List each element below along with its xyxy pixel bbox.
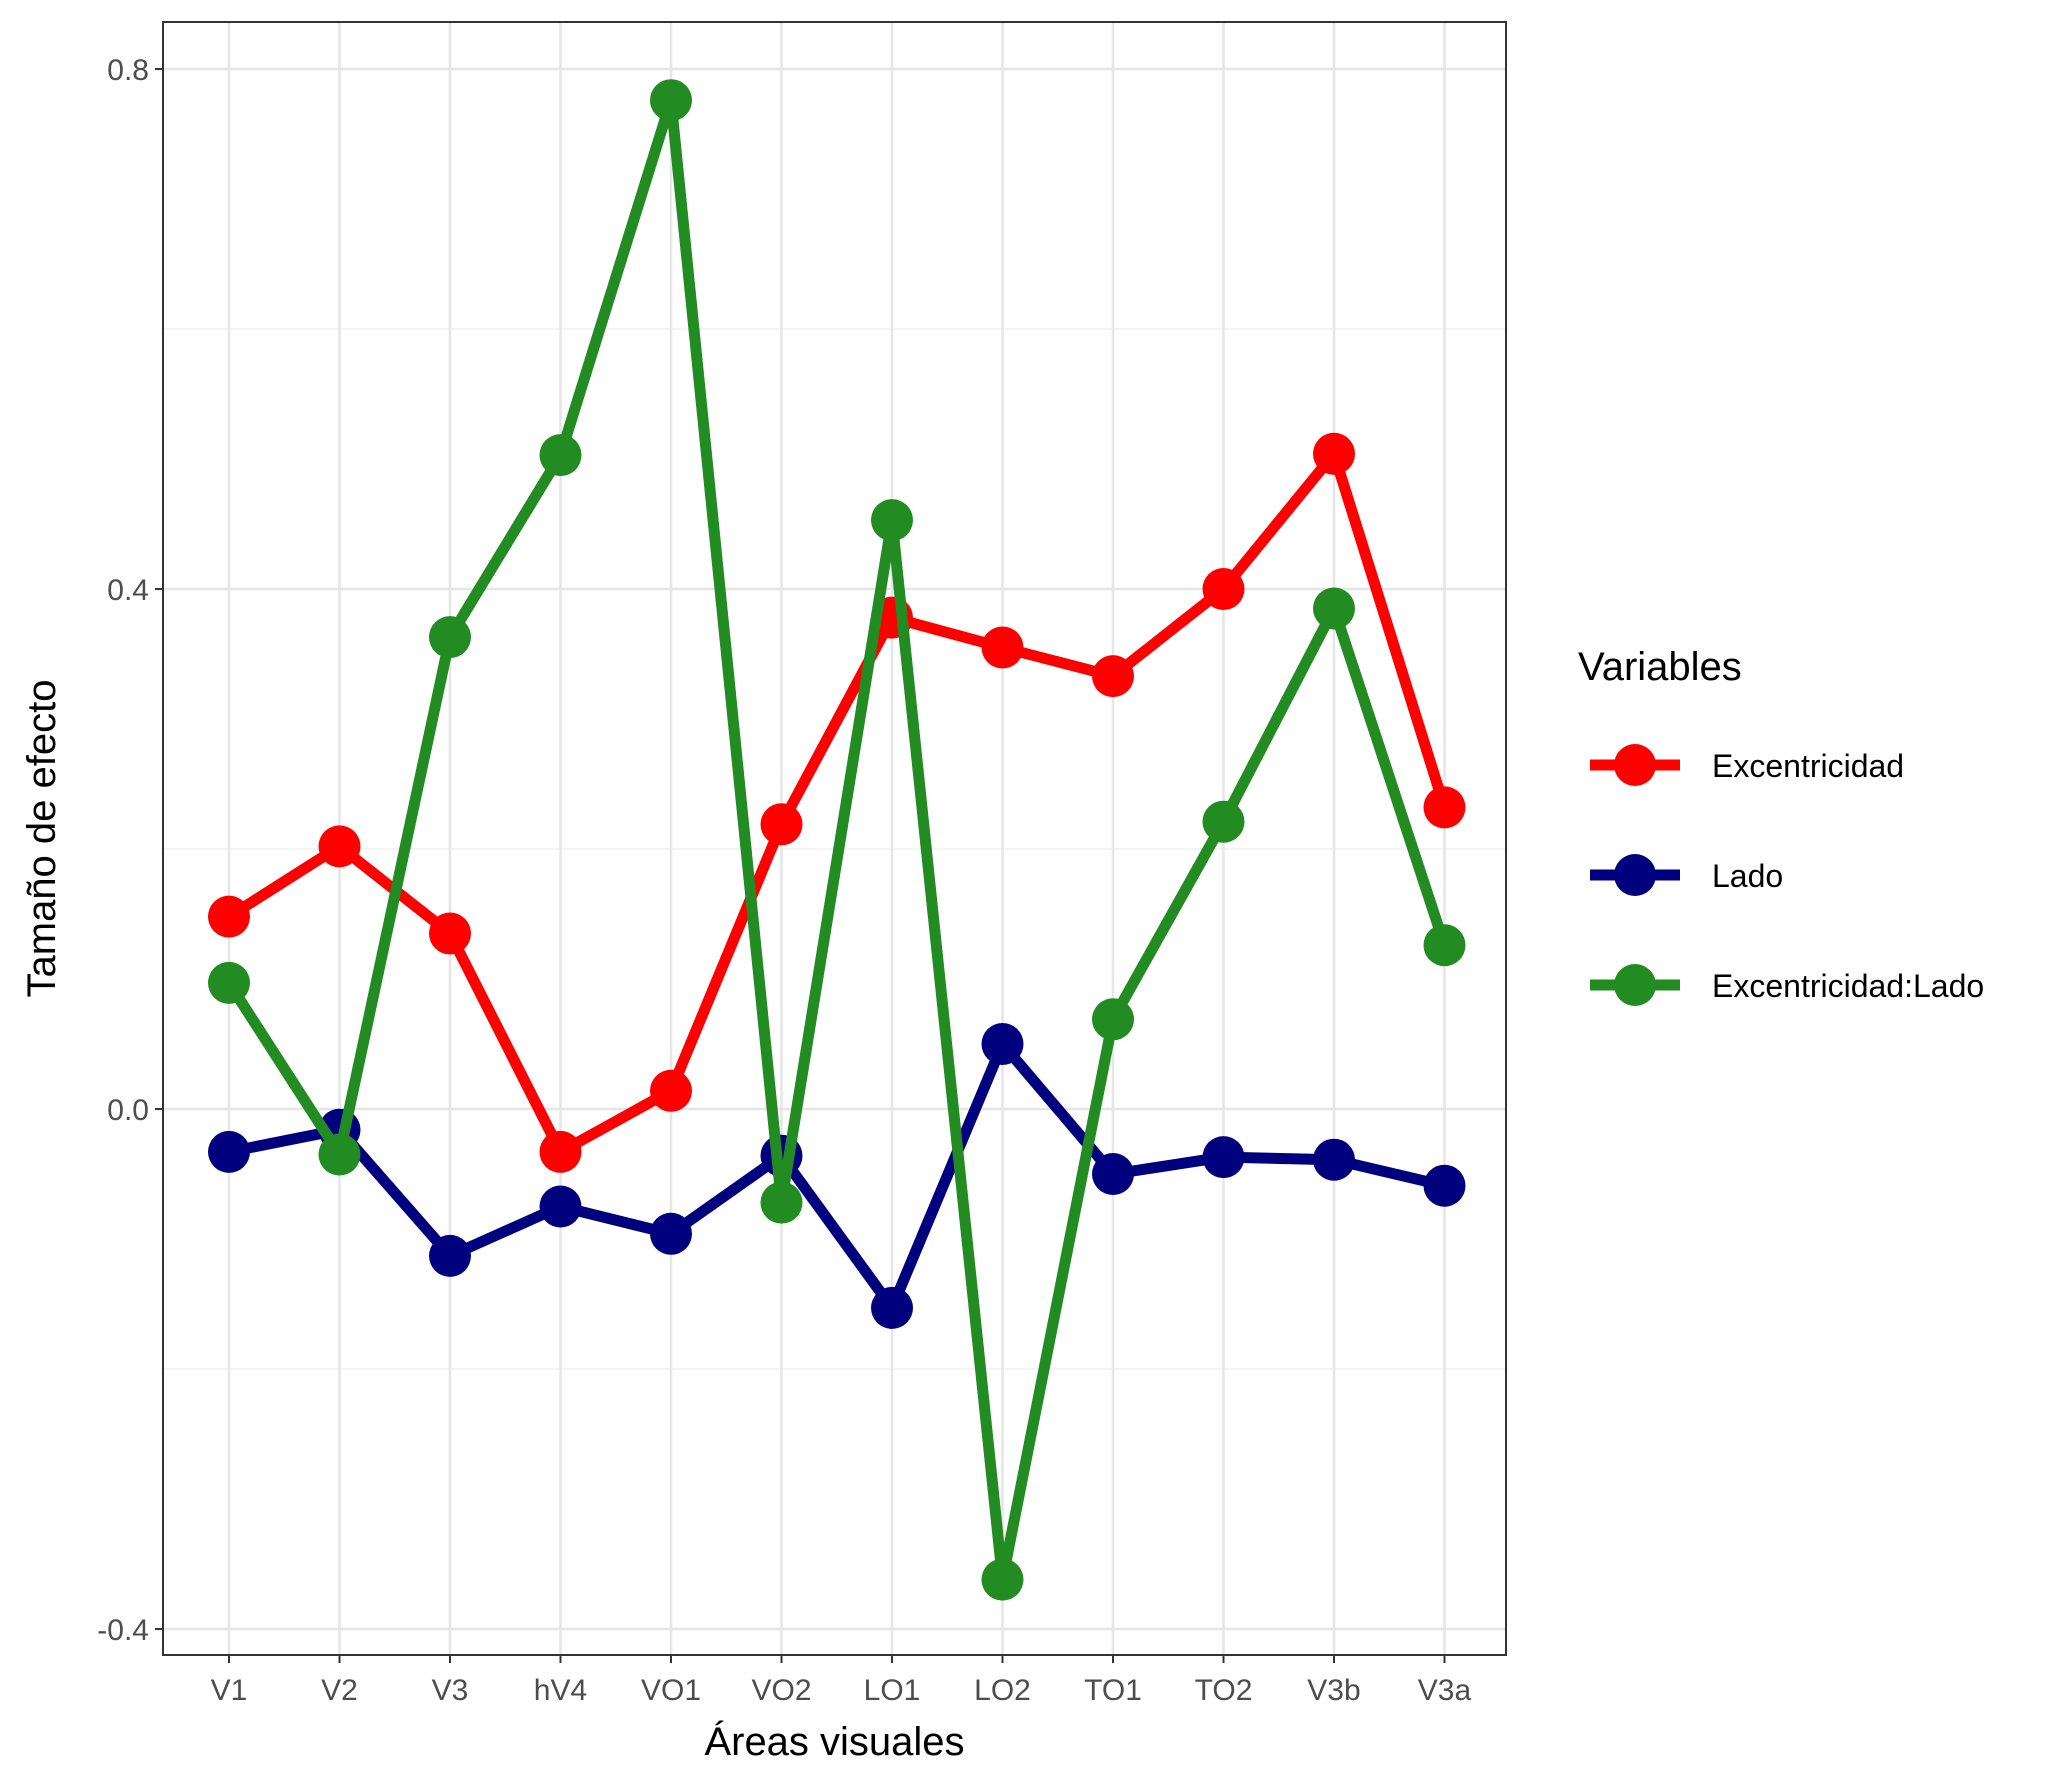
y-tick-label: 0.0	[107, 1094, 149, 1127]
legend-key	[1590, 964, 1680, 1006]
data-point	[1092, 998, 1134, 1041]
legend-label: Excentricidad	[1712, 748, 1904, 784]
data-point	[1202, 1136, 1245, 1179]
series-excentricidad	[208, 432, 1466, 1173]
data-point	[760, 1181, 803, 1224]
data-point	[650, 1069, 692, 1112]
series-excentricidad-lado	[208, 79, 1466, 1601]
data-point	[1092, 655, 1134, 698]
data-point	[539, 1185, 582, 1228]
x-tick-label: V2	[321, 1674, 358, 1707]
legend-title: Variables	[1578, 645, 1742, 689]
x-tick-label: V3a	[1418, 1674, 1472, 1707]
data-point	[650, 79, 692, 122]
legend: Variables Excentricidad Lado Excentricidad…	[1578, 645, 1984, 1006]
data-point	[981, 1023, 1024, 1065]
y-tick-label: 0.4	[107, 574, 149, 607]
data-point	[539, 434, 582, 477]
data-point	[871, 1286, 913, 1329]
data-point	[539, 1130, 582, 1173]
x-tick-label: V1	[211, 1674, 248, 1707]
data-point	[1313, 587, 1355, 630]
x-tick-label: LO1	[864, 1674, 921, 1707]
axes: -0.4 0.0 0.4 0.8 V1 V2 V3 hV4 VO1 VO2 LO1 LO2 TO1 TO2…	[97, 54, 1471, 1707]
y-tick-label: -0.4	[97, 1614, 149, 1647]
data-point	[1202, 568, 1245, 610]
x-tick-label: LO2	[974, 1674, 1031, 1707]
series-layer	[208, 79, 1466, 1601]
data-point	[760, 803, 803, 846]
panel-border	[162, 21, 1507, 1656]
legend-key	[1590, 854, 1680, 896]
grid	[163, 22, 1506, 1655]
data-point	[1313, 432, 1355, 475]
y-axis-title: Tamaño de efecto	[20, 680, 64, 998]
legend-label: Excentricidad:Lado	[1712, 968, 1984, 1004]
data-point	[318, 825, 361, 868]
data-point	[1202, 800, 1245, 843]
data-point	[1423, 924, 1466, 967]
data-point	[871, 499, 913, 542]
legend-key-point	[1614, 854, 1656, 896]
x-tick-label: V3b	[1307, 1674, 1360, 1707]
data-point	[981, 1558, 1024, 1601]
data-point	[208, 1130, 250, 1173]
data-point	[429, 616, 471, 659]
x-tick-label: TO1	[1084, 1674, 1142, 1707]
y-tick-label: 0.8	[107, 54, 149, 87]
legend-key-point	[1614, 744, 1656, 786]
data-point	[429, 912, 471, 955]
data-point	[1423, 786, 1466, 829]
data-point	[1092, 1153, 1134, 1195]
x-tick-label: TO2	[1195, 1674, 1253, 1707]
data-point	[208, 895, 250, 938]
data-point	[650, 1212, 692, 1255]
x-axis-title: Áreas visuales	[704, 1719, 964, 1764]
x-tick-label: VO2	[751, 1674, 811, 1707]
legend-label: Lado	[1712, 858, 1783, 894]
legend-key-point	[1614, 964, 1656, 1006]
x-tick-label: hV4	[534, 1674, 587, 1707]
legend-key	[1590, 744, 1680, 786]
data-point	[208, 961, 250, 1004]
series-line	[226, 448, 1450, 1158]
data-point	[318, 1133, 361, 1176]
x-tick-label: VO1	[641, 1674, 701, 1707]
data-point	[1423, 1164, 1466, 1207]
data-point	[429, 1234, 471, 1277]
data-point	[981, 626, 1024, 669]
data-point	[1313, 1138, 1355, 1181]
series-line	[224, 94, 1450, 1586]
x-tick-label: V3	[432, 1674, 469, 1707]
